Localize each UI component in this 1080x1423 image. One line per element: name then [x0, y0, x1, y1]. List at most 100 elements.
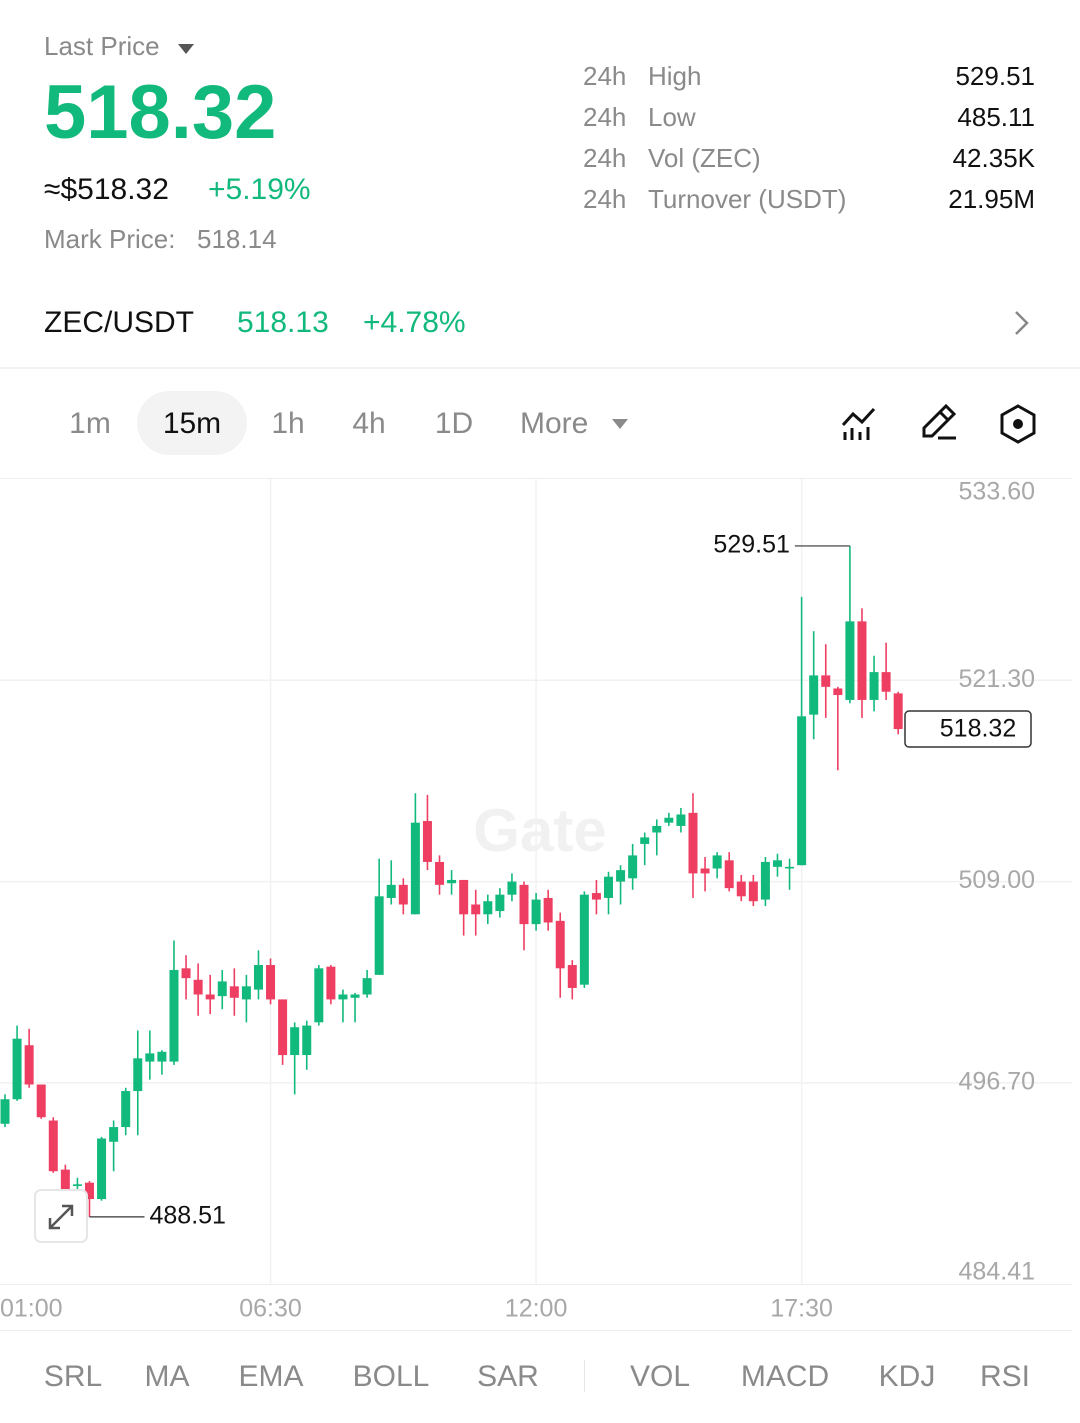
candle-body [724, 860, 734, 889]
candle [785, 858, 795, 890]
candle [193, 963, 203, 1016]
indicator-button[interactable]: MACD [741, 1360, 829, 1393]
indicator-button[interactable]: SAR [477, 1360, 539, 1393]
x-tick-label: 12:00 [505, 1295, 568, 1323]
candle-body [664, 817, 674, 823]
candle-body [241, 986, 251, 1000]
stat-label: Turnover (USDT) [648, 184, 846, 214]
candle [36, 1084, 46, 1119]
indicator-button[interactable]: BOLL [353, 1360, 430, 1393]
candle-body [60, 1169, 70, 1190]
candle [253, 950, 263, 1000]
mark-price-label: Mark Price: [44, 224, 175, 254]
candle-body [422, 821, 432, 862]
min-price-label: 488.51 [149, 1202, 225, 1230]
icon-dot [1013, 419, 1023, 429]
candle [736, 875, 746, 902]
candle [495, 888, 505, 918]
candle-body [881, 672, 891, 692]
candle-body [893, 693, 903, 730]
candle [181, 955, 191, 1000]
candle-body [374, 896, 384, 975]
candle-body [459, 879, 469, 915]
candle [0, 1094, 10, 1128]
y-tick-label: 484.41 [959, 1258, 1035, 1286]
candle [84, 1181, 94, 1217]
candle [205, 974, 215, 1015]
timeframe-button[interactable]: More [520, 407, 628, 440]
timeframe-button[interactable]: 15m [137, 391, 247, 455]
timeframe-label: 15m [163, 407, 221, 440]
candle-body [72, 1184, 82, 1186]
candle [350, 992, 360, 1023]
timeframe-selected-bg [137, 391, 247, 455]
candle [374, 858, 384, 975]
candle-body [278, 999, 288, 1056]
candle-body [567, 965, 577, 988]
candle-body [857, 621, 867, 700]
candle [591, 879, 601, 915]
settings-icon[interactable] [1000, 404, 1036, 444]
candle [797, 596, 807, 866]
timeframe-button[interactable]: 1m [69, 407, 111, 440]
candle [809, 631, 819, 740]
pair-symbol[interactable]: ZEC/USDT [44, 306, 194, 339]
indicator-button[interactable]: SRL [44, 1360, 102, 1393]
expand-arrows [48, 1204, 74, 1230]
expand-button[interactable] [34, 1189, 88, 1243]
candle [543, 889, 553, 931]
candle-body [700, 868, 710, 874]
dropdown-arrow[interactable] [178, 44, 194, 54]
timeframe-label: 1D [435, 407, 473, 440]
indicator-button[interactable]: VOL [630, 1360, 690, 1393]
indicator-button[interactable]: KDJ [879, 1360, 936, 1393]
indicator-button[interactable]: EMA [238, 1360, 303, 1393]
candle-body [326, 966, 336, 1000]
candle-body [797, 716, 807, 866]
icon-pencil [922, 403, 957, 438]
candle [857, 608, 867, 718]
candle [410, 793, 420, 915]
chevron-icon[interactable] [1015, 311, 1029, 335]
candle [748, 875, 758, 907]
candle-body [410, 822, 420, 915]
candles [0, 545, 903, 1217]
x-tick-label: 06:30 [239, 1295, 302, 1323]
timeframe-button[interactable]: 1D [435, 407, 473, 440]
candle-body [785, 866, 795, 869]
draw-icon[interactable] [922, 403, 957, 440]
candle-body [386, 884, 396, 898]
candle [48, 1117, 58, 1173]
candle-body [507, 881, 517, 895]
candle [302, 1020, 312, 1070]
indicator-button[interactable]: RSI [980, 1360, 1030, 1393]
candle [398, 878, 408, 915]
chart-bottom-border [0, 1284, 1072, 1285]
indicator-button[interactable]: MA [145, 1360, 190, 1393]
candle-body [555, 920, 565, 969]
candle-body [24, 1045, 34, 1085]
candle [676, 807, 686, 833]
icon-bars [843, 427, 870, 440]
last-price-title[interactable]: Last Price [44, 31, 160, 61]
candle-body [290, 1027, 300, 1056]
candle [278, 999, 288, 1065]
stats: 24h High 529.51 24h Low 485.11 24h Vol (ZEC) 42.… [583, 61, 1036, 214]
price-change: +5.19% [208, 173, 311, 206]
candle-body [362, 978, 372, 995]
grid: 533.60 521.30 509.00 496.70 484.41 01:00 06:30… [0, 478, 1072, 1323]
candle-body [712, 855, 722, 869]
candle [700, 857, 710, 892]
stat-label: Low [648, 102, 696, 132]
y-tick-label: 533.60 [959, 478, 1035, 506]
candle-body [205, 994, 215, 1000]
timeframe-button[interactable]: 1h [271, 407, 304, 440]
timeframe-label: More [520, 407, 588, 440]
candle [531, 893, 541, 931]
candle [241, 974, 251, 1023]
indicator-icon[interactable] [841, 407, 876, 440]
candle-body [748, 881, 758, 902]
candle-body [109, 1127, 119, 1142]
timeframe-button[interactable]: 4h [352, 407, 385, 440]
candle-body [121, 1091, 131, 1128]
